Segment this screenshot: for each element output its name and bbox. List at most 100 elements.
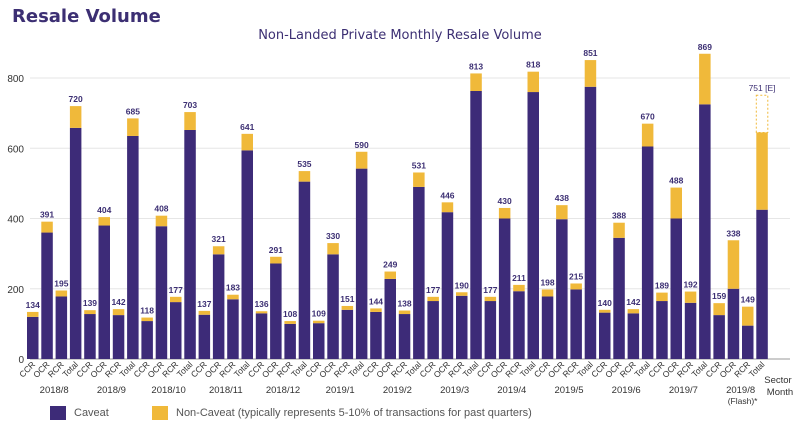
x-tick-label-month: 2019/6 <box>612 385 641 396</box>
bar-value-label: 720 <box>69 94 83 104</box>
legend-swatch-non-caveat <box>152 406 168 420</box>
bar-non-caveat <box>570 283 582 290</box>
x-tick-label-month: 2019/1 <box>326 385 355 396</box>
resale-volume-chart: 0200400600800134CCR391OCR195RCR720Total2… <box>7 42 793 406</box>
bar-non-caveat <box>327 243 339 255</box>
bar-caveat <box>155 226 168 359</box>
bar-value-label: 869 <box>698 42 712 52</box>
bar-caveat <box>398 314 411 359</box>
bar-value-label: 488 <box>669 176 683 186</box>
bar-value-label: 408 <box>154 204 168 214</box>
bar-non-caveat <box>484 296 497 302</box>
bar-non-caveat <box>441 202 454 213</box>
bar-non-caveat <box>656 292 668 302</box>
bar-value-label: 818 <box>526 60 540 70</box>
bar-caveat <box>141 321 153 359</box>
x-tick-label-month: 2019/5 <box>554 385 583 396</box>
bar-caveat <box>413 186 425 359</box>
bar-value-label: 139 <box>83 298 97 308</box>
bar-caveat <box>270 263 282 359</box>
page-title: Resale Volume <box>12 6 161 27</box>
bar-caveat <box>255 313 268 359</box>
bar-non-caveat <box>413 172 425 187</box>
axis-label-sector: Sector <box>764 375 791 386</box>
bar-caveat <box>341 309 354 359</box>
bar-value-label: 159 <box>712 291 726 301</box>
bar-non-caveat <box>556 205 568 220</box>
x-tick-label-month: 2019/7 <box>669 385 698 396</box>
y-tick-label: 400 <box>7 215 24 226</box>
bar-caveat <box>298 181 311 359</box>
x-tick-label-month: 2018/8 <box>40 385 69 396</box>
bar-estimate-outline <box>755 94 769 133</box>
bar-value-label: 109 <box>312 309 326 319</box>
bar-caveat <box>227 299 239 359</box>
bar-caveat <box>284 323 296 359</box>
x-tick-label-month: 2019/2 <box>383 385 412 396</box>
bar-caveat <box>742 325 754 359</box>
bar-caveat <box>384 278 396 359</box>
bar-non-caveat <box>699 53 711 105</box>
bar-non-caveat <box>84 310 96 315</box>
bar-non-caveat <box>756 132 768 210</box>
axis-label-month: Month <box>767 387 793 398</box>
y-tick-label: 800 <box>7 74 24 85</box>
x-tick-label-month: 2018/9 <box>97 385 126 396</box>
bar-caveat <box>427 301 439 359</box>
bar-non-caveat <box>98 217 110 226</box>
bar-value-label: 211 <box>512 273 526 283</box>
bar-non-caveat <box>241 133 253 151</box>
bar-caveat <box>98 225 110 359</box>
bar-value-label: 151 <box>340 294 354 304</box>
bar-non-caveat <box>398 310 411 315</box>
bar-caveat <box>541 296 554 359</box>
bar-non-caveat <box>670 187 682 219</box>
bar-non-caveat <box>456 292 468 296</box>
bar-value-label: 108 <box>283 309 297 319</box>
bar-non-caveat <box>427 296 439 302</box>
bar-value-label: 142 <box>111 297 125 307</box>
bar-value-label: 215 <box>569 271 583 281</box>
bar-non-caveat <box>227 294 239 300</box>
legend-item-caveat: Caveat <box>50 406 109 420</box>
x-tick-label-month-note: (Flash)* <box>728 396 758 406</box>
bar-caveat <box>656 301 668 359</box>
bar-value-label: 198 <box>540 277 554 287</box>
bar-caveat <box>456 295 468 359</box>
bar-caveat <box>599 312 611 359</box>
bar-non-caveat <box>270 256 282 264</box>
bar-value-label: 438 <box>555 193 569 203</box>
bar-value-label: 136 <box>254 299 268 309</box>
bar-non-caveat <box>198 310 211 315</box>
bar-non-caveat <box>527 71 539 93</box>
bar-value-label: 404 <box>97 205 111 215</box>
bar-non-caveat <box>613 222 625 238</box>
bar-caveat <box>241 150 253 359</box>
bar-value-label: 338 <box>726 228 740 238</box>
bar-value-label: 291 <box>269 245 283 255</box>
bar-value-label: 670 <box>641 112 655 122</box>
bar-value-label: 249 <box>383 260 397 270</box>
bar-value-label: 195 <box>54 279 68 289</box>
bar-non-caveat <box>384 271 396 279</box>
bar-non-caveat <box>713 303 725 316</box>
y-tick-label: 200 <box>7 285 24 296</box>
bar-non-caveat <box>684 291 697 303</box>
bar-non-caveat <box>627 309 640 314</box>
bar-non-caveat <box>313 320 325 324</box>
legend-item-non-caveat: Non-Caveat (typically represents 5-10% o… <box>152 406 532 420</box>
legend-label-non-caveat: Non-Caveat (typically represents 5-10% o… <box>176 407 532 419</box>
bar-caveat <box>527 92 539 360</box>
bar-value-label: 703 <box>183 100 197 110</box>
y-tick-label: 600 <box>7 144 24 155</box>
bar-value-label: 144 <box>369 296 383 306</box>
bar-non-caveat <box>255 311 268 314</box>
bar-non-caveat <box>184 112 196 130</box>
bar-value-label: 388 <box>612 211 626 221</box>
bar-value-label: 137 <box>197 299 211 309</box>
bar-value-label: 321 <box>212 234 226 244</box>
bar-non-caveat <box>112 309 125 316</box>
bar-caveat <box>670 218 682 359</box>
bar-non-caveat <box>513 284 525 292</box>
x-tick-label-month: 2018/10 <box>151 385 185 396</box>
